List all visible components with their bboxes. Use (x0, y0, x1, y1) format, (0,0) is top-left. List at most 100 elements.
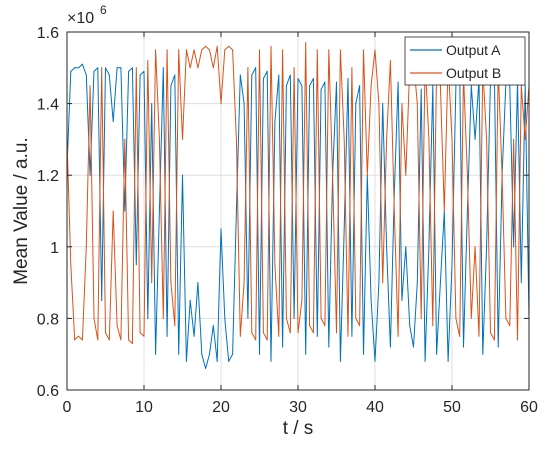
data-point (155, 353, 157, 355)
data-point (205, 45, 207, 47)
data-point (270, 45, 272, 47)
data-point (105, 332, 106, 334)
data-point (289, 332, 291, 334)
data-point (255, 67, 257, 69)
data-point (239, 74, 241, 76)
data-point (131, 67, 133, 69)
data-point (501, 174, 503, 176)
data-point (274, 264, 276, 266)
data-point (158, 210, 160, 212)
data-point (74, 339, 76, 341)
data-point (339, 360, 341, 362)
data-point (205, 368, 207, 370)
data-point (405, 174, 407, 176)
data-point (324, 325, 326, 327)
data-point (70, 264, 72, 266)
data-point (470, 317, 472, 319)
data-point (78, 67, 80, 69)
data-point (93, 70, 95, 72)
data-point (413, 346, 414, 348)
data-point (409, 325, 411, 327)
data-point (401, 300, 403, 301)
legend-box (404, 36, 526, 86)
data-point (459, 335, 461, 337)
x-tick-label: 0 (63, 399, 72, 416)
data-point (189, 300, 191, 301)
data-point (97, 339, 99, 341)
data-point (513, 138, 515, 140)
data-point (116, 325, 118, 327)
data-point (170, 85, 172, 87)
data-point (324, 81, 326, 83)
data-point (270, 360, 272, 362)
data-point (251, 332, 253, 334)
data-point (416, 282, 418, 284)
data-point (359, 325, 361, 327)
data-point (274, 121, 276, 122)
data-point (397, 81, 399, 83)
data-point (232, 353, 234, 355)
data-point (216, 45, 218, 47)
data-point (451, 138, 453, 140)
data-point (247, 67, 249, 69)
data-point (81, 63, 83, 65)
data-point (178, 49, 180, 51)
data-point (297, 78, 299, 80)
data-point (124, 210, 126, 212)
data-point (316, 335, 318, 337)
data-point (378, 103, 380, 105)
data-point (497, 346, 499, 348)
data-point (351, 67, 353, 69)
data-point (224, 49, 226, 51)
data-point (282, 49, 284, 51)
data-point (201, 353, 203, 355)
data-point (439, 85, 441, 87)
data-point (151, 103, 153, 105)
data-point (428, 138, 430, 140)
data-point (185, 49, 187, 51)
data-point (120, 67, 122, 69)
data-point (124, 138, 126, 140)
data-point (208, 49, 210, 51)
y-tick-label: 1.2 (37, 168, 59, 185)
data-point (151, 282, 153, 284)
data-point (235, 138, 237, 140)
data-point (362, 353, 364, 355)
data-point (397, 335, 399, 337)
x-tick-label: 60 (520, 399, 538, 416)
data-point (108, 339, 110, 341)
x-tick-label: 40 (366, 399, 384, 416)
data-point (162, 317, 164, 319)
y-axis-exponent: ×10 6 (67, 3, 107, 27)
data-point (139, 74, 141, 76)
data-point (393, 210, 395, 212)
data-point (328, 49, 330, 51)
data-point (320, 317, 322, 319)
data-point (116, 67, 118, 69)
data-point (278, 74, 280, 76)
data-point (208, 353, 210, 355)
data-point (366, 174, 368, 176)
data-point (297, 332, 299, 334)
x-tick-label: 30 (289, 399, 307, 416)
data-point (420, 88, 422, 90)
data-point (170, 282, 172, 284)
data-point (455, 317, 457, 319)
data-point (513, 246, 515, 248)
y-tick-label: 0.8 (37, 311, 59, 328)
data-point (305, 353, 307, 355)
data-point (128, 70, 130, 72)
data-point (474, 246, 476, 248)
data-point (470, 85, 472, 87)
y-tick-label: 1 (50, 240, 59, 257)
data-point (370, 300, 372, 301)
data-point (112, 210, 114, 212)
data-point (486, 246, 488, 248)
data-point (401, 103, 403, 105)
data-point (193, 335, 195, 337)
data-point (436, 353, 438, 355)
data-point (359, 85, 361, 87)
data-point (255, 339, 257, 341)
data-point (293, 67, 295, 69)
